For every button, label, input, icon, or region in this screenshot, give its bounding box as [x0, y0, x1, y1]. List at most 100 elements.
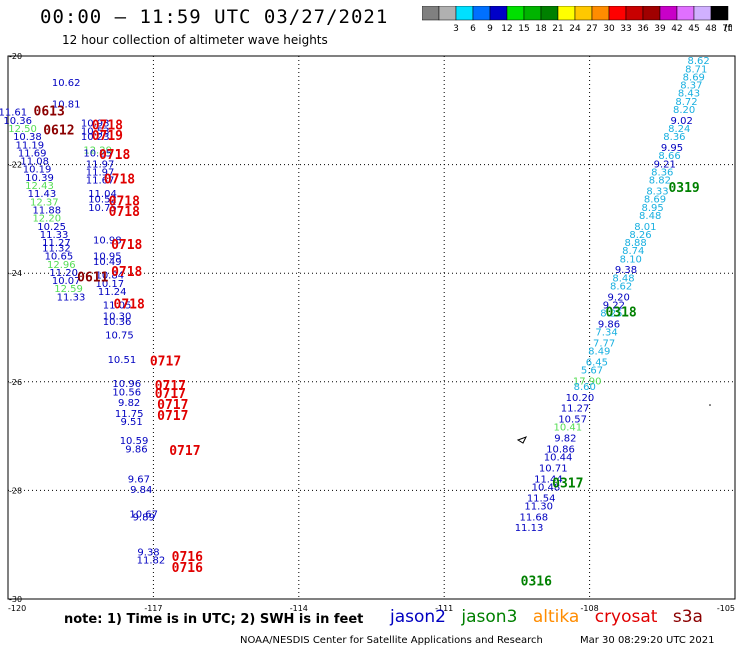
wave-height-value: 10.20 [566, 393, 595, 404]
pass-time-label: 0718 [109, 194, 140, 209]
colorbar-label: 15 [518, 24, 529, 34]
colorbar-label: 42 [671, 24, 682, 34]
credit-text: NOAA/NESDIS Center for Satellite Applica… [240, 635, 543, 646]
colorbar-label: 6 [470, 24, 476, 34]
wave-height-value: 9.82 [118, 398, 140, 409]
wave-height-value: 9.67 [128, 474, 150, 485]
wave-height-value: 9.51 [120, 417, 142, 428]
wave-height-value: 10.19 [23, 165, 52, 176]
wave-height-value: 12.37 [30, 197, 59, 208]
wave-height-value: 10.86 [546, 444, 575, 455]
pass-time-label: 0716 [172, 550, 203, 565]
wave-height-value: 10.71 [539, 463, 568, 474]
lon-tick-label: -120 [8, 604, 26, 613]
wave-height-value: 10.67 [129, 510, 158, 521]
wave-height-value: 11.04 [88, 189, 117, 200]
wave-height-value: 10.48 [532, 482, 561, 493]
wave-height-value: 9.02 [671, 116, 693, 127]
track-arrow-icon [516, 436, 528, 444]
wave-height-value: 8.66 [658, 151, 680, 162]
wave-height-value: 9.86 [125, 444, 147, 455]
pass-time-label: 0718 [114, 297, 145, 312]
wave-height-value: 8.26 [629, 230, 651, 241]
wave-height-value: 10.59 [120, 436, 149, 447]
wave-height-value: 11.69 [18, 148, 47, 159]
lat-tick-label: -28 [9, 486, 22, 495]
wave-height-value: 11.32 [42, 243, 71, 254]
colorbar-label: 27 [586, 24, 597, 34]
pass-time-label: 0717 [157, 398, 188, 413]
satellite-legend: jason2 jason3 altika cryosat s3a [390, 607, 713, 627]
wave-height-value: 7.77 [593, 339, 615, 350]
wave-height-value: 8.95 [641, 203, 663, 214]
wave-height-value: 10.17 [95, 279, 124, 290]
wave-height-value: 11.61 [0, 108, 27, 119]
wave-height-value: 11.44 [534, 474, 563, 485]
wave-height-value: 8.82 [649, 176, 671, 187]
wave-height-value: 10.65 [45, 252, 74, 263]
west-track-values: 10.62 10.81 11.6110.3612.5010.3811.1911.69… [0, 78, 85, 303]
wave-height-value: 10.41 [553, 423, 582, 434]
pass-time-label: 0717 [155, 379, 186, 394]
wave-height-value: 10.36 [3, 116, 32, 127]
wave-height-value: 8.10 [620, 254, 642, 265]
wave-height-value: 9.89 [133, 512, 155, 523]
colorbar-label: 24 [569, 24, 581, 34]
wave-height-value: 8.25 [600, 309, 622, 320]
lon-tick-label: -108 [581, 604, 599, 613]
wave-height-value: 11.08 [20, 157, 49, 168]
wave-height-value: 8.69 [683, 72, 705, 83]
wave-height-value: 10.53 [81, 127, 110, 138]
wave-height-value: 9.22 [603, 300, 625, 311]
colorbar-swatch [710, 6, 729, 21]
colorbar-label: 33 [620, 24, 631, 34]
pass-time-label: 0318 [605, 306, 636, 321]
lat-tick-label: -20 [9, 52, 22, 61]
colorbar-label: 36 [637, 24, 649, 34]
wave-height-value: 10.25 [83, 148, 112, 159]
wave-height-value: 11.27 [561, 404, 590, 415]
colorbar-label: 45 [688, 24, 699, 34]
map-frame [7, 55, 736, 600]
colorbar-label: 9 [487, 24, 493, 34]
satellite-legend-jason2: jason2 [390, 607, 446, 627]
wave-height-value: 11.88 [32, 205, 61, 216]
wave-height-value: 12.50 [8, 124, 37, 135]
wave-height-value: 12.20 [32, 214, 61, 225]
colorbar-label: 39 [654, 24, 666, 34]
wave-height-value: 10.38 [13, 132, 42, 143]
wave-height-value: 10.36 [103, 317, 132, 328]
wave-height-value: 8.72 [675, 97, 697, 108]
colorbar-label: 70 [722, 24, 732, 34]
satellite-legend-cryosat: cryosat [594, 607, 658, 627]
wave-height-value: 10.96 [112, 379, 141, 390]
wave-height-value: 10.51 [108, 355, 137, 366]
satellite-legend-jason3: jason3 [461, 607, 518, 627]
mid-track-values: 10.9310.5310.2312.2910.2511.9711.9711.67… [81, 119, 165, 567]
wave-height-value: 10.56 [112, 387, 141, 398]
pass-time-label: 0717 [155, 387, 186, 402]
pass-time-label: 0718 [111, 265, 142, 280]
page-subtitle: 12 hour collection of altimeter wave hei… [62, 33, 328, 47]
wave-height-value: 10.84 [95, 271, 124, 282]
pass-time-label: 0317 [552, 477, 583, 492]
wave-height-value: 9.38 [615, 265, 637, 276]
wave-height-value: 12.96 [47, 260, 76, 271]
pass-time-label: 0719 [92, 129, 123, 144]
wave-height-value: 12.43 [25, 181, 54, 192]
wave-height-value: 8.36 [663, 132, 685, 143]
colorbar-unit: (ft) [724, 24, 732, 34]
wave-height-value: 8.48 [612, 273, 634, 284]
wave-height-value: 8.88 [625, 238, 647, 249]
wave-height-value: 10.44 [544, 453, 573, 464]
wave-height-value: 9.20 [608, 292, 630, 303]
wave-height-value: 10.75 [88, 203, 117, 214]
wave-height-value: 10.52 [88, 195, 117, 206]
wave-height-value: 6.45 [586, 358, 608, 369]
pass-time-label: 0316 [521, 574, 552, 589]
wave-height-value: 10.98 [93, 235, 122, 246]
footer-note: note: 1) Time is in UTC; 2) SWH is in fe… [64, 612, 364, 627]
wave-height-value: 10.39 [25, 173, 54, 184]
wave-height-value: 11.13 [515, 523, 544, 534]
